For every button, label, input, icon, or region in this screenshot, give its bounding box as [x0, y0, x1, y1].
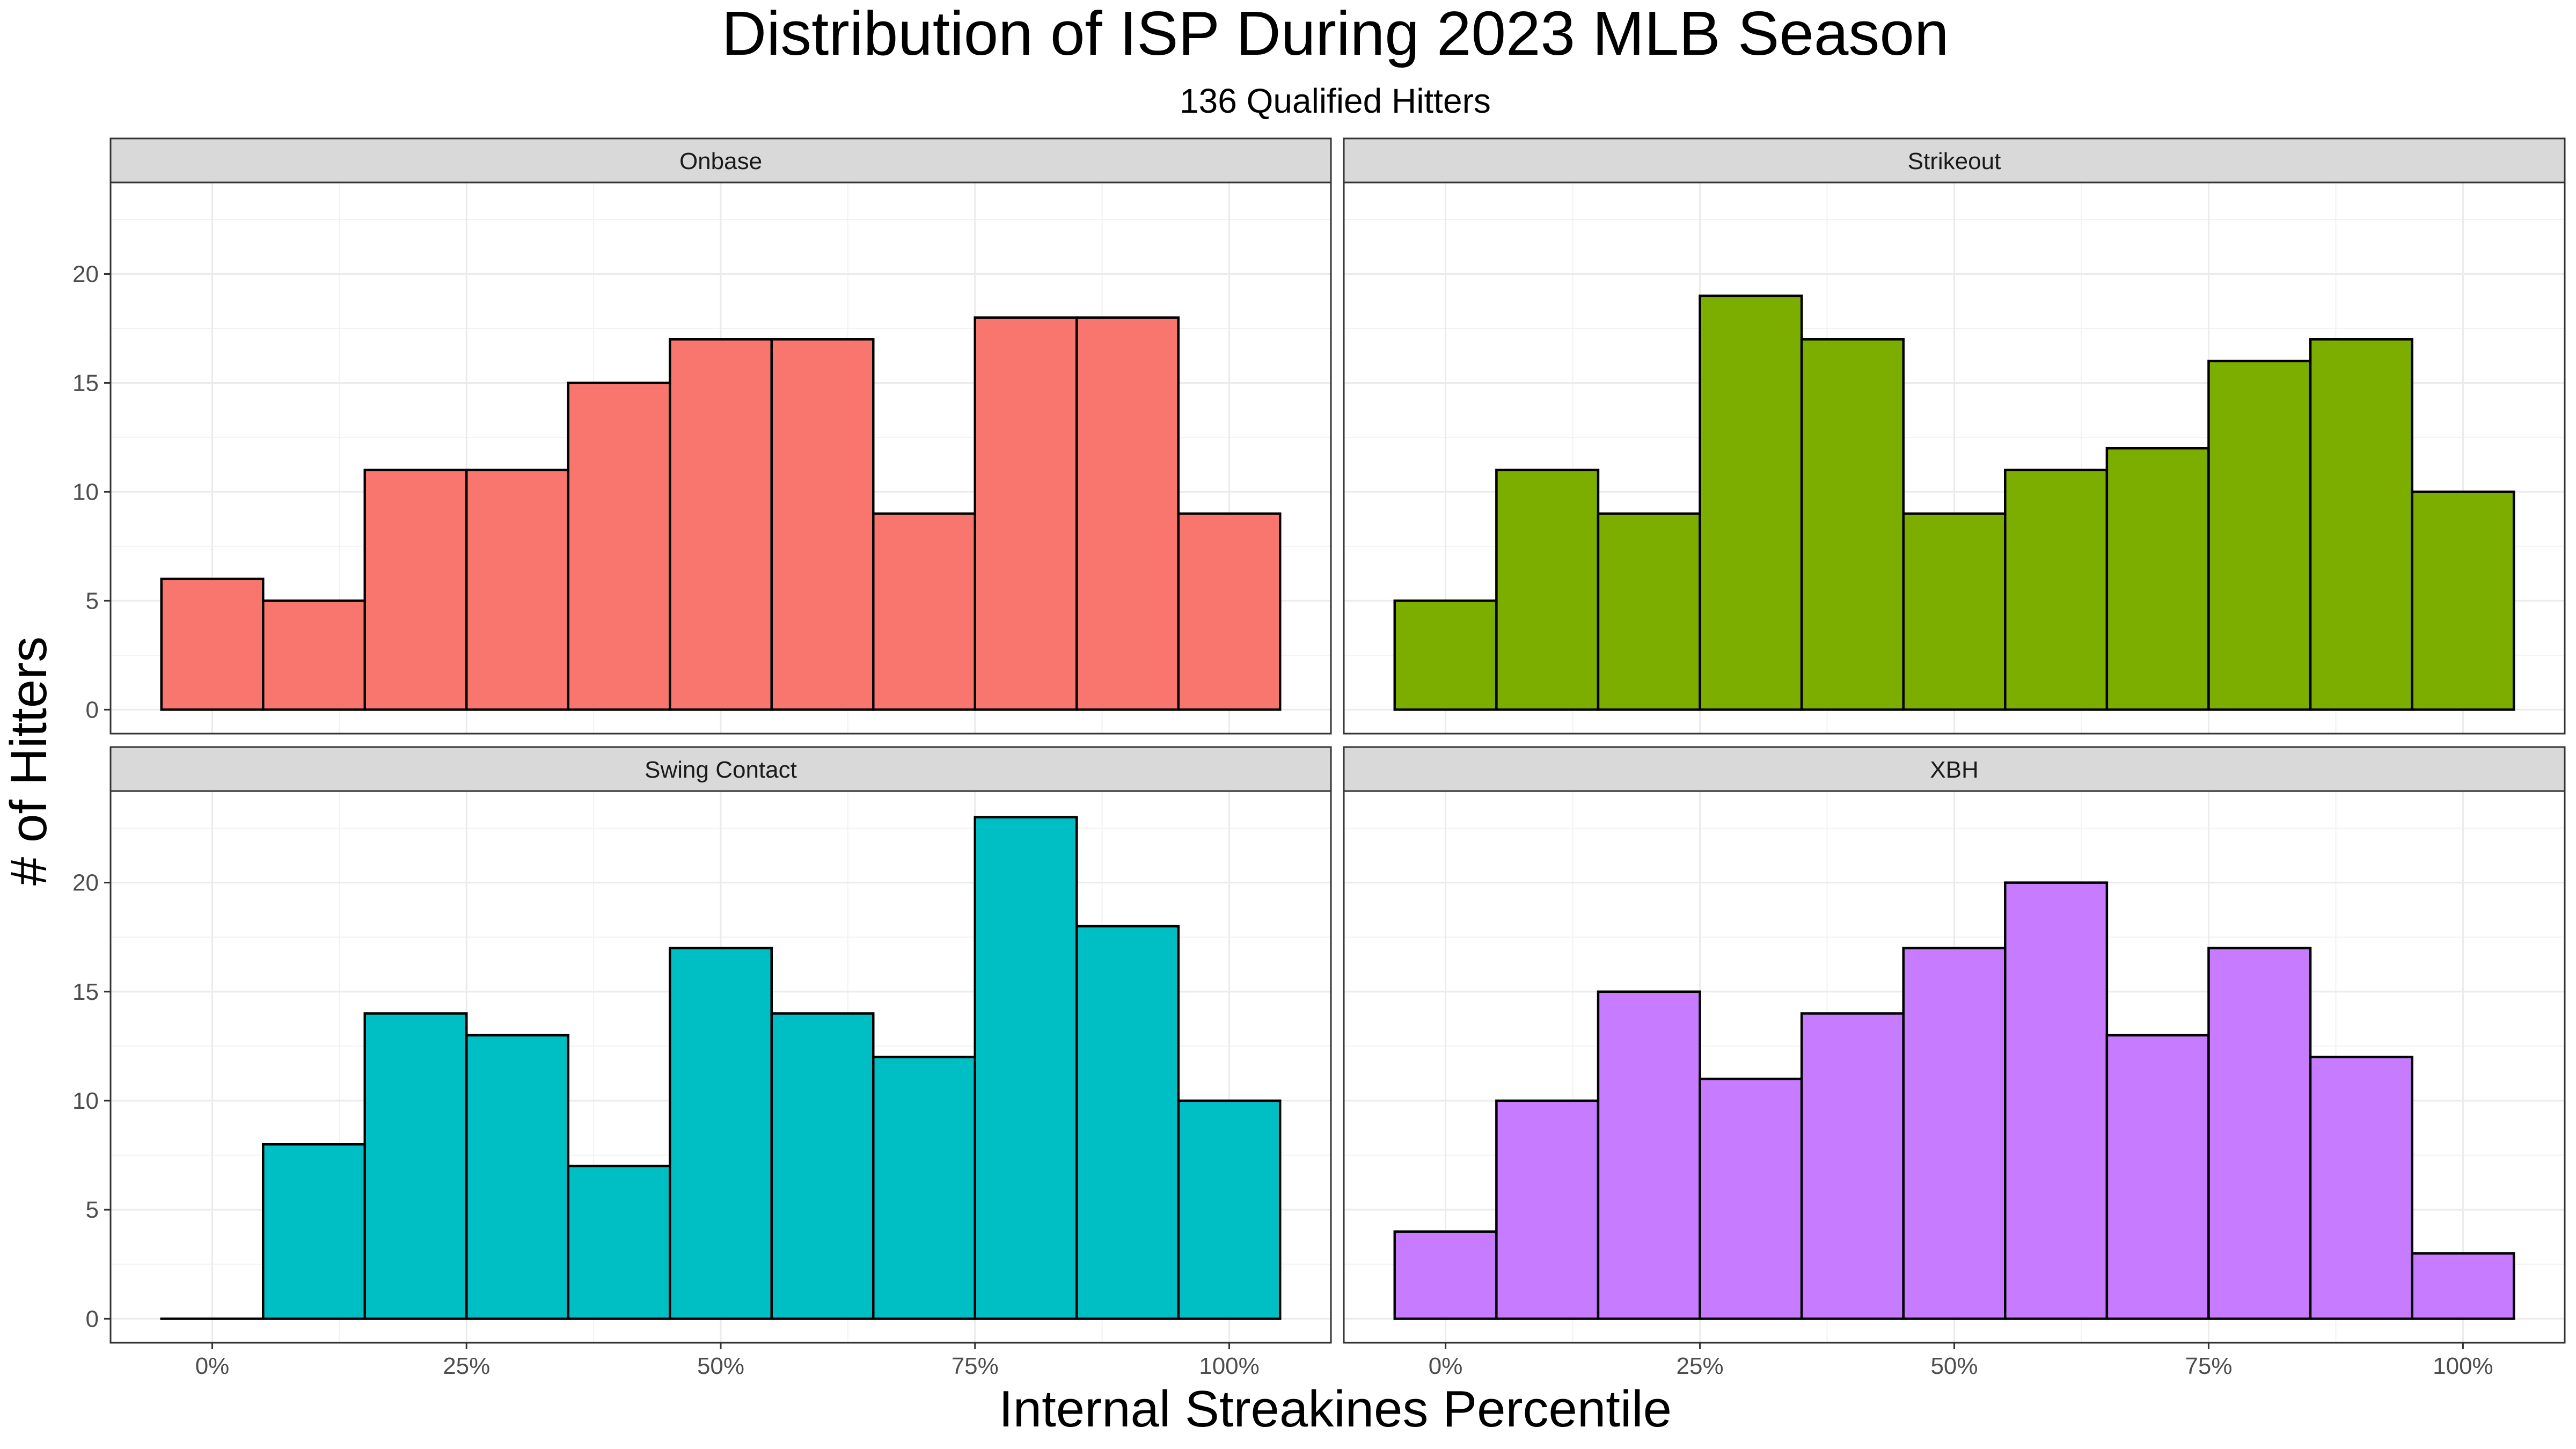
histogram-bar [770, 1012, 875, 1320]
strip-label: Strikeout [1908, 148, 2001, 174]
panel-swing-contact: Swing Contact 0 5 10 15 20 0% 25% 50% 75% 100% [72, 746, 1332, 1379]
histogram-bar [2105, 1034, 2210, 1320]
histogram-bar [1699, 1078, 1803, 1320]
histogram-bar [1495, 469, 1600, 711]
histogram-bar [2411, 1252, 2515, 1320]
histogram-bar [2105, 447, 2210, 711]
x-tick-label: 50% [1930, 1353, 1978, 1379]
y-tick-label: 20 [72, 870, 99, 896]
histogram-bar [669, 338, 773, 711]
histogram-bar [160, 577, 265, 711]
x-tick-label: 25% [1677, 1353, 1724, 1379]
histogram-bar [872, 1056, 976, 1320]
y-axis-title: # of Hitters [0, 636, 57, 885]
strip-background [1343, 137, 2566, 184]
histogram-bar [770, 338, 875, 711]
y-tick-label: 5 [86, 588, 99, 614]
x-tick-label: 0% [1429, 1353, 1463, 1379]
histogram-bar [1177, 512, 1282, 711]
histogram-bar [1393, 1230, 1498, 1320]
histogram-bar [2207, 947, 2312, 1320]
strip-background [109, 137, 1332, 184]
strip-label: XBH [1930, 757, 1978, 783]
facet-panels: Onbase 0 5 10 15 20 Strikeout Swing Contact 0 5 10… [72, 137, 2566, 1379]
strip-background [1343, 746, 2566, 792]
histogram-bar [567, 1165, 671, 1320]
histogram-bar [1699, 294, 1803, 711]
x-tick-label: 75% [2185, 1353, 2232, 1379]
histogram-bar [974, 816, 1078, 1320]
y-tick-label: 0 [86, 1306, 99, 1332]
histogram-bar [465, 469, 569, 711]
y-tick-label: 20 [72, 261, 99, 287]
histogram-bar [1800, 1012, 1905, 1320]
histogram-bar [465, 1034, 569, 1320]
histogram-bar [872, 512, 976, 711]
chart-subtitle: 136 Qualified Hitters [1180, 82, 1491, 120]
histogram-bar [1902, 512, 2007, 711]
histogram-bar [567, 382, 671, 711]
histogram-bar [669, 947, 773, 1320]
histogram-bar [1495, 1099, 1600, 1320]
histogram-bar [1800, 338, 1905, 711]
y-tick-label: 5 [86, 1197, 99, 1223]
strip-label: Swing Contact [645, 757, 797, 783]
histogram-bar [2207, 360, 2312, 711]
histogram-bar [1597, 990, 1701, 1320]
histogram-bar [1075, 316, 1180, 711]
histogram-bar [1902, 947, 2007, 1320]
x-tick-label: 100% [2433, 1353, 2493, 1379]
panel-onbase: Onbase 0 5 10 15 20 [72, 137, 1332, 735]
histogram-bar [974, 316, 1078, 711]
strip-background [109, 746, 1332, 792]
histogram-bar [2309, 1056, 2413, 1320]
y-tick-label: 10 [72, 1088, 99, 1114]
x-tick-label: 100% [1199, 1353, 1260, 1379]
histogram-bar [2411, 491, 2515, 711]
histogram-bar [2004, 881, 2109, 1320]
x-axis-title: Internal Streakines Percentile [999, 1380, 1672, 1438]
histogram-bar [1075, 925, 1180, 1320]
strip-label: Onbase [679, 148, 762, 174]
histogram-bar [1177, 1099, 1282, 1320]
x-tick-label: 25% [443, 1353, 490, 1379]
histogram-bar [363, 1012, 468, 1320]
panel-strikeout: Strikeout [1343, 137, 2566, 735]
histogram-bar [262, 599, 366, 711]
chart-title: Distribution of ISP During 2023 MLB Seas… [722, 0, 1949, 68]
panel-xbh: XBH 0% 25% 50% 75% 100% [1343, 746, 2566, 1379]
y-tick-label: 0 [86, 697, 99, 723]
histogram-bar [2004, 469, 2109, 711]
histogram-bar [2309, 338, 2413, 711]
x-tick-label: 0% [195, 1353, 230, 1379]
histogram-bar [1597, 512, 1701, 711]
histogram-bar [363, 469, 468, 711]
x-tick-label: 75% [952, 1353, 999, 1379]
x-tick-label: 50% [697, 1353, 744, 1379]
histogram-bar [262, 1143, 366, 1320]
y-tick-label: 15 [72, 979, 99, 1005]
y-tick-label: 10 [72, 479, 99, 505]
y-tick-label: 15 [72, 370, 99, 396]
histogram-bar [1393, 599, 1498, 711]
